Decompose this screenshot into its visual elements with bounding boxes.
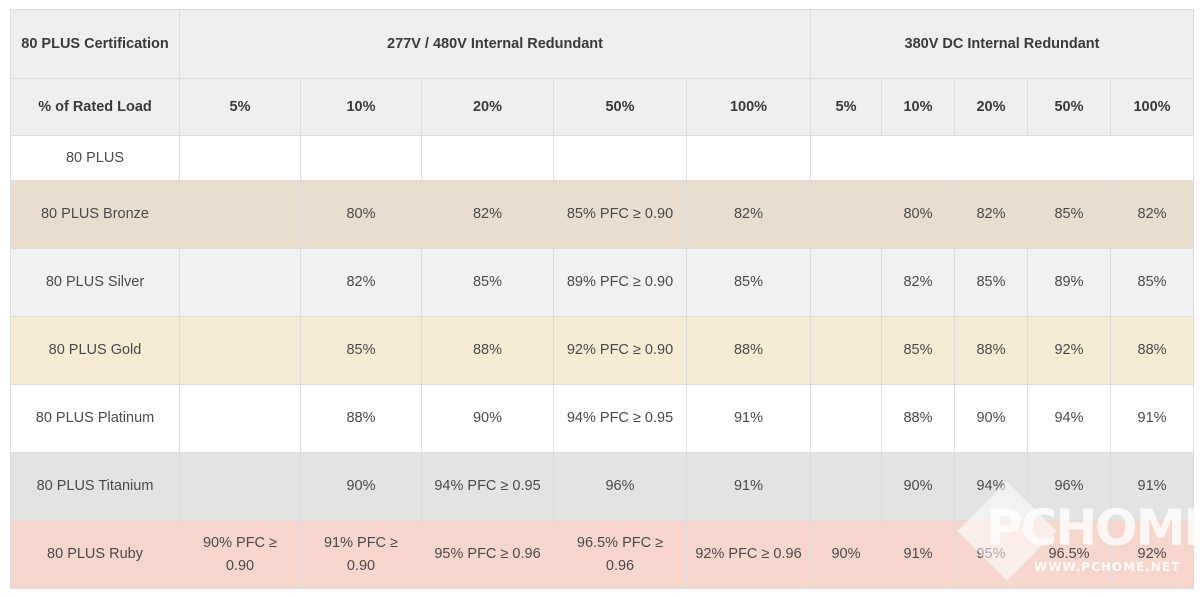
- header-row-groups: 80 PLUS Certification 277V / 480V Intern…: [10, 9, 1195, 79]
- table-row-titanium: 80 PLUS Titanium 90% 94% PFC ≥ 0.95 96% …: [10, 452, 1195, 521]
- dc-cell: [810, 384, 882, 453]
- table-row-silver: 80 PLUS Silver 82% 85% 89% PFC ≥ 0.90 85…: [10, 248, 1195, 317]
- ac-cell: 89% PFC ≥ 0.90: [553, 248, 687, 317]
- dc-cell: 96.5%: [1027, 520, 1111, 589]
- ac-load-header: 20%: [421, 78, 554, 136]
- group-header-dc: 380V DC Internal Redundant: [809, 9, 1195, 79]
- dc-cell: 96%: [1027, 452, 1111, 521]
- dc-load-header: 10%: [881, 78, 955, 136]
- ac-cell: 91% PFC ≥ 0.90: [300, 520, 422, 589]
- dc-cell: 82%: [1109, 180, 1195, 249]
- table-row-ruby: 80 PLUS Ruby 90% PFC ≥ 0.90 91% PFC ≥ 0.…: [10, 520, 1195, 589]
- ac-cell: 96%: [553, 452, 687, 521]
- dc-cell: 95%: [954, 520, 1028, 589]
- header-row-loads: % of Rated Load 5% 10% 20% 50% 100% 5% 1…: [10, 78, 1195, 136]
- ac-cell: [686, 135, 811, 181]
- dc-cell: 85%: [1109, 248, 1195, 317]
- dc-cell: 90%: [881, 452, 955, 521]
- dc-load-header: 100%: [1109, 78, 1195, 136]
- ac-cell: [179, 248, 301, 317]
- dc-cell: 92%: [1027, 316, 1111, 385]
- dc-cell: 88%: [881, 384, 955, 453]
- dc-cell: 82%: [881, 248, 955, 317]
- ac-load-header: 10%: [300, 78, 422, 136]
- ac-cell: 85% PFC ≥ 0.90: [553, 180, 687, 249]
- ac-cell: 95% PFC ≥ 0.96: [421, 520, 554, 589]
- dc-cell: 94%: [954, 452, 1028, 521]
- dc-load-header: 20%: [954, 78, 1028, 136]
- ac-cell: 82%: [686, 180, 811, 249]
- dc-cell: [810, 452, 882, 521]
- ac-cell: 92% PFC ≥ 0.90: [553, 316, 687, 385]
- dc-cell: 80%: [881, 180, 955, 249]
- dc-cell: 91%: [881, 520, 955, 589]
- dc-cell: 92%: [1109, 520, 1195, 589]
- load-header: % of Rated Load: [10, 78, 180, 136]
- ac-cell: 90% PFC ≥ 0.90: [179, 520, 301, 589]
- group-header-ac: 277V / 480V Internal Redundant: [179, 9, 811, 79]
- dc-cell: 85%: [881, 316, 955, 385]
- dc-cell: 88%: [1109, 316, 1195, 385]
- ac-load-header: 5%: [179, 78, 301, 136]
- dc-cell: 90%: [954, 384, 1028, 453]
- ac-cell: 88%: [300, 384, 422, 453]
- ac-cell: [179, 180, 301, 249]
- ac-cell: 91%: [686, 452, 811, 521]
- row-label: 80 PLUS Gold: [10, 316, 180, 385]
- dc-cell: 88%: [954, 316, 1028, 385]
- row-label: 80 PLUS Titanium: [10, 452, 180, 521]
- ac-cell: [179, 135, 301, 181]
- ac-cell: [300, 135, 422, 181]
- dc-cell: 82%: [954, 180, 1028, 249]
- ac-cell: 85%: [421, 248, 554, 317]
- ac-cell: [179, 452, 301, 521]
- dc-cell: [810, 316, 882, 385]
- row-label: 80 PLUS Ruby: [10, 520, 180, 589]
- dc-load-header: 50%: [1027, 78, 1111, 136]
- row-label: 80 PLUS Silver: [10, 248, 180, 317]
- ac-cell: 96.5% PFC ≥ 0.96: [553, 520, 687, 589]
- ac-cell: 85%: [686, 248, 811, 317]
- ac-cell: [421, 135, 554, 181]
- ac-load-header: 50%: [553, 78, 687, 136]
- ac-cell: [553, 135, 687, 181]
- ac-cell: 85%: [300, 316, 422, 385]
- ac-cell: 88%: [686, 316, 811, 385]
- dc-cell: 91%: [1109, 452, 1195, 521]
- row-label: 80 PLUS Bronze: [10, 180, 180, 249]
- ac-cell: 88%: [421, 316, 554, 385]
- row-label: 80 PLUS: [10, 135, 180, 181]
- dc-cell: 89%: [1027, 248, 1111, 317]
- ac-cell: 80%: [300, 180, 422, 249]
- table-row-platinum: 80 PLUS Platinum 88% 90% 94% PFC ≥ 0.95 …: [10, 384, 1195, 453]
- ac-cell: 91%: [686, 384, 811, 453]
- dc-cell: [810, 180, 882, 249]
- ac-cell: 90%: [421, 384, 554, 453]
- ac-cell: 94% PFC ≥ 0.95: [421, 452, 554, 521]
- ac-cell: [179, 316, 301, 385]
- row-label: 80 PLUS Platinum: [10, 384, 180, 453]
- dc-cell: 91%: [1109, 384, 1195, 453]
- table-row-gold: 80 PLUS Gold 85% 88% 92% PFC ≥ 0.90 88% …: [10, 316, 1195, 385]
- table-row-80plus: 80 PLUS: [10, 135, 1195, 181]
- ac-cell: 92% PFC ≥ 0.96: [686, 520, 811, 589]
- efficiency-table: 80 PLUS Certification 277V / 480V Intern…: [10, 9, 1195, 589]
- dc-cell: 85%: [954, 248, 1028, 317]
- table-row-bronze: 80 PLUS Bronze 80% 82% 85% PFC ≥ 0.90 82…: [10, 180, 1195, 249]
- ac-cell: 82%: [421, 180, 554, 249]
- certification-header: 80 PLUS Certification: [10, 9, 180, 79]
- ac-cell: 90%: [300, 452, 422, 521]
- ac-load-header: 100%: [686, 78, 811, 136]
- dc-cell-merged: [809, 135, 1195, 181]
- dc-cell: [810, 248, 882, 317]
- dc-cell: 94%: [1027, 384, 1111, 453]
- ac-cell: 82%: [300, 248, 422, 317]
- ac-cell: [179, 384, 301, 453]
- dc-cell: 85%: [1027, 180, 1111, 249]
- ac-cell: 94% PFC ≥ 0.95: [553, 384, 687, 453]
- dc-cell: 90%: [810, 520, 882, 589]
- dc-load-header: 5%: [810, 78, 882, 136]
